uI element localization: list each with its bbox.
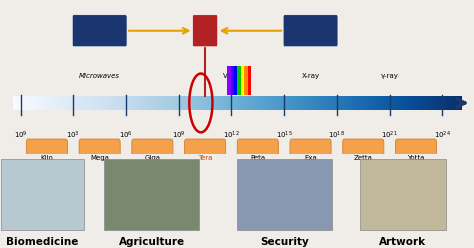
Text: Zetta: Zetta	[354, 155, 373, 161]
Bar	[237, 65, 241, 95]
Text: Giga: Giga	[145, 155, 160, 161]
Bar	[227, 65, 231, 95]
Text: X-ray: X-ray	[301, 73, 319, 79]
Text: $10^{12}$: $10^{12}$	[223, 130, 240, 141]
Text: Electronics: Electronics	[76, 26, 124, 35]
Text: Exa: Exa	[304, 155, 317, 161]
FancyBboxPatch shape	[184, 139, 226, 177]
FancyBboxPatch shape	[1, 159, 84, 230]
FancyBboxPatch shape	[104, 159, 199, 230]
FancyBboxPatch shape	[237, 159, 332, 230]
FancyBboxPatch shape	[395, 139, 437, 177]
Bar	[247, 65, 251, 95]
Bar	[231, 65, 234, 95]
Text: Visible: Visible	[223, 73, 246, 79]
Bar	[241, 65, 244, 95]
Bar	[234, 65, 237, 95]
FancyBboxPatch shape	[72, 15, 127, 47]
Text: Kilo: Kilo	[41, 155, 53, 161]
Text: Tera: Tera	[198, 155, 212, 161]
Text: $10^{6}$: $10^{6}$	[119, 130, 133, 141]
FancyBboxPatch shape	[360, 159, 446, 230]
FancyBboxPatch shape	[343, 139, 384, 177]
Text: Peta: Peta	[250, 155, 265, 161]
FancyBboxPatch shape	[192, 15, 218, 47]
Text: THz: THz	[196, 26, 214, 35]
Text: Biomedicine: Biomedicine	[7, 237, 79, 247]
Text: Security: Security	[260, 237, 309, 247]
Text: Mega: Mega	[90, 155, 109, 161]
FancyBboxPatch shape	[27, 139, 67, 177]
Text: Artwork: Artwork	[379, 237, 427, 247]
Text: $10^{9}$: $10^{9}$	[172, 130, 186, 141]
Text: Microwaves: Microwaves	[79, 73, 120, 79]
FancyBboxPatch shape	[283, 15, 338, 47]
Text: $10^{3}$: $10^{3}$	[66, 130, 80, 141]
Text: $10^{21}$: $10^{21}$	[381, 130, 398, 141]
Text: γ-ray: γ-ray	[381, 73, 399, 79]
Text: $10^{24}$: $10^{24}$	[434, 130, 451, 141]
Text: $10^{9}$: $10^{9}$	[14, 130, 27, 141]
FancyBboxPatch shape	[79, 139, 120, 177]
Bar	[244, 65, 247, 95]
FancyBboxPatch shape	[237, 139, 278, 177]
Text: $10^{15}$: $10^{15}$	[276, 130, 292, 141]
Text: Yotta: Yotta	[407, 155, 425, 161]
FancyBboxPatch shape	[132, 139, 173, 177]
Text: Photonics: Photonics	[289, 26, 332, 35]
Text: Agriculture: Agriculture	[118, 237, 185, 247]
FancyBboxPatch shape	[290, 139, 331, 177]
Text: $10^{18}$: $10^{18}$	[328, 130, 346, 141]
